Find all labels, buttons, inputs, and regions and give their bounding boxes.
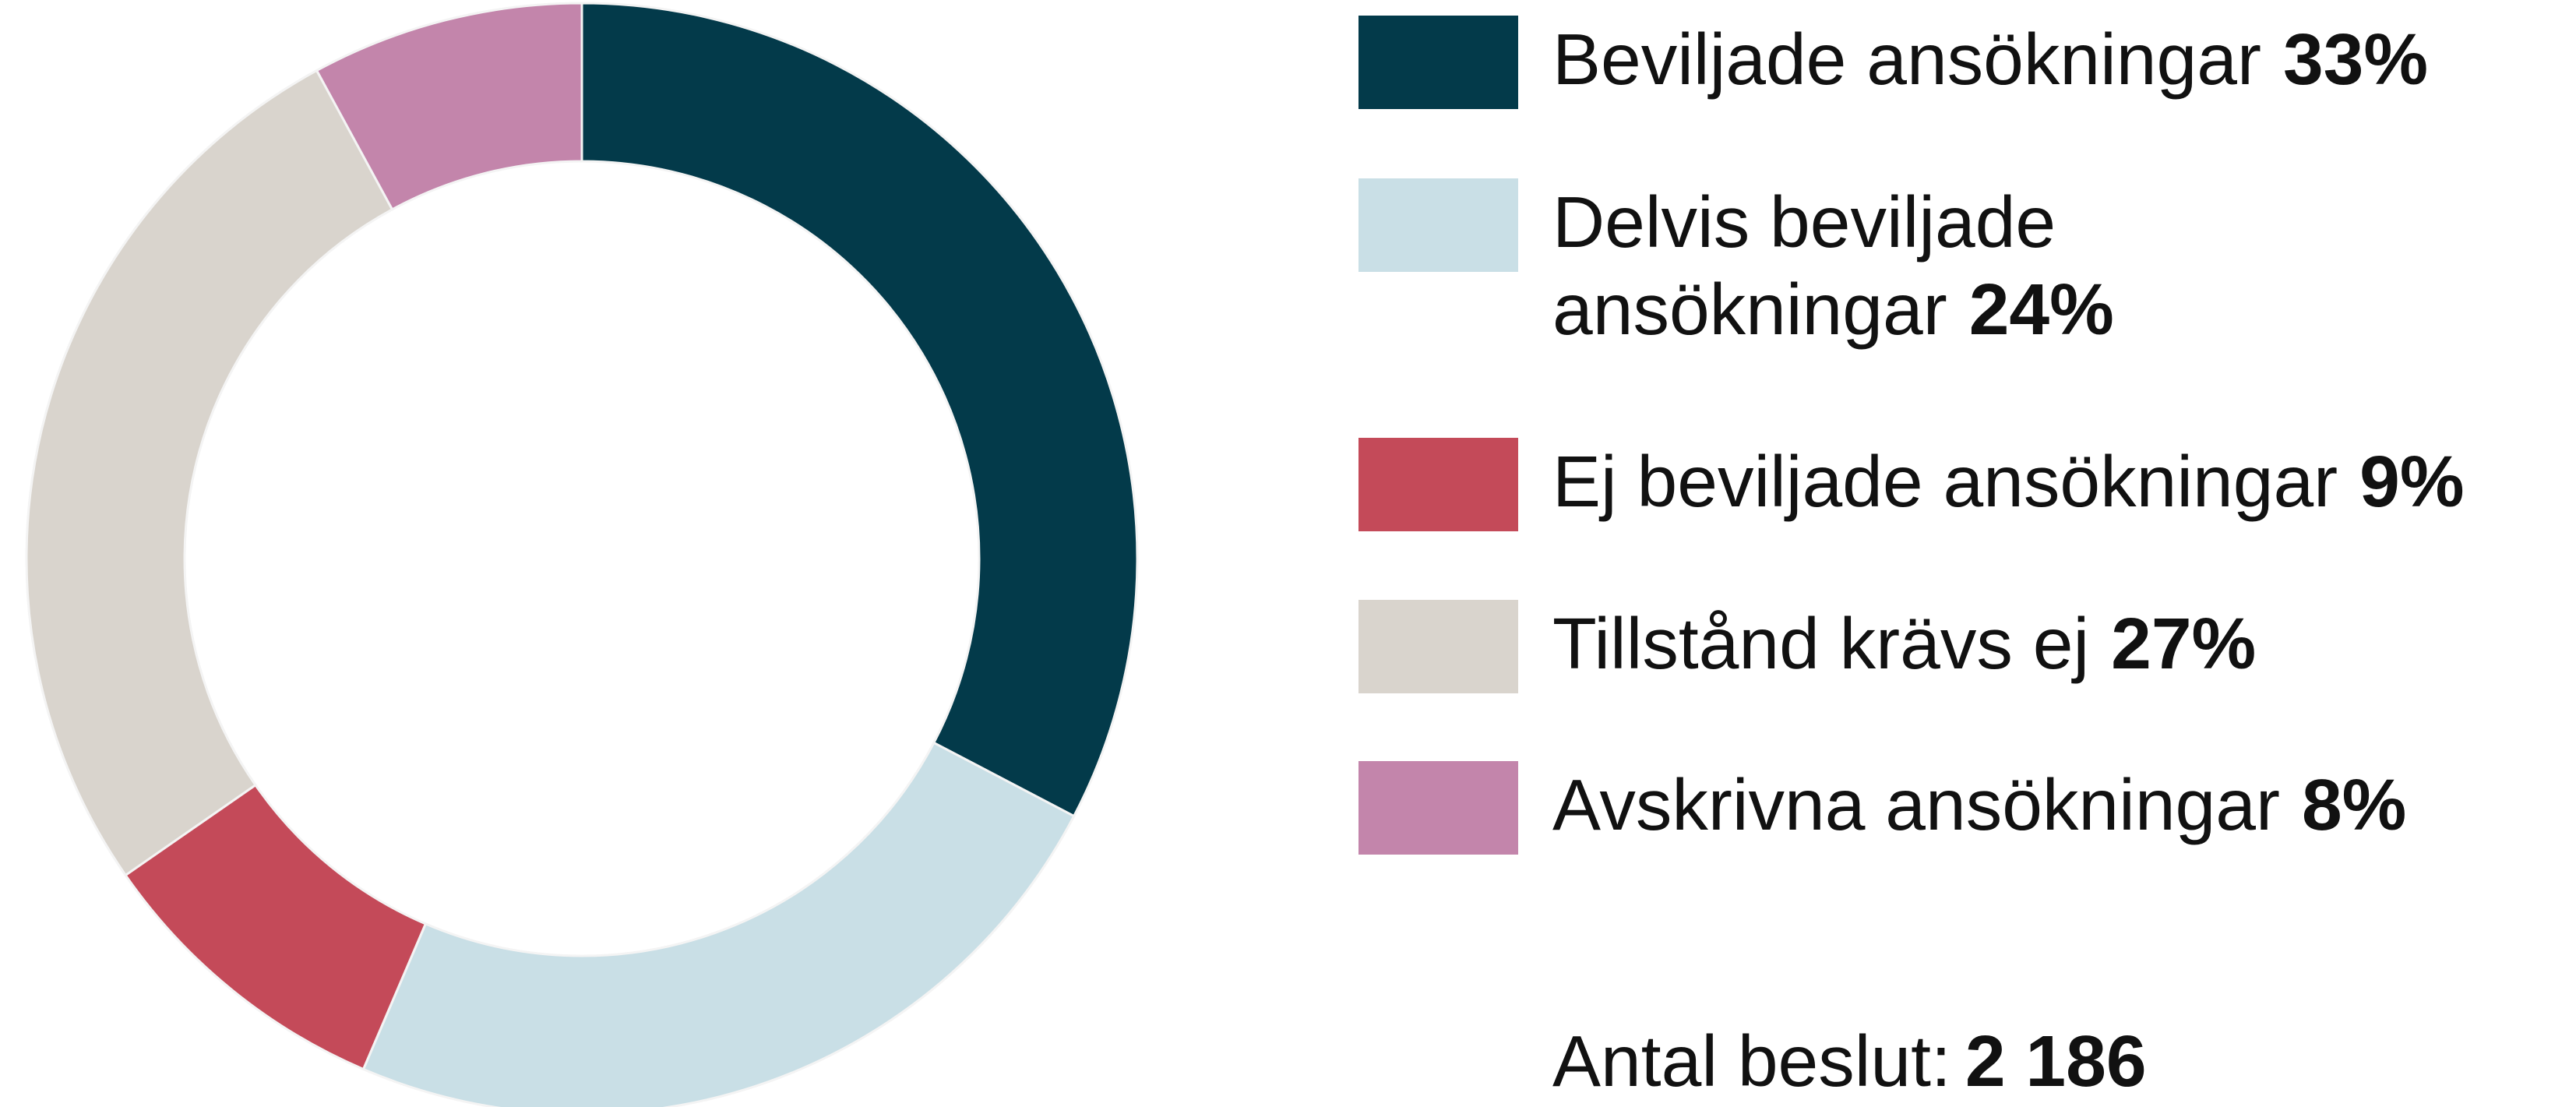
legend-text: Beviljade ansökningar 33% [1552,16,2428,103]
legend-text: Avskrivna ansökningar 8% [1552,761,2406,848]
legend-swatch [1358,16,1518,109]
legend-item: Ej beviljade ansökningar 9% [1358,438,2465,531]
donut-segment [580,2,1139,818]
legend-label: Avskrivna ansökningar [1552,764,2280,845]
legend-value: 8% [2301,764,2407,845]
donut-segment [361,741,1076,1107]
legend-label: Delvis beviljade ansökningar [1552,182,2056,350]
legend-label: Tillstånd krävs ej [1552,603,2090,684]
legend-item: Tillstånd krävs ej 27% [1358,600,2256,693]
donut-segment [315,2,583,211]
legend-value: 9% [2359,441,2465,522]
legend-item: Beviljade ansökningar 33% [1358,16,2428,109]
legend-swatch [1358,761,1518,855]
legend-text: Ej beviljade ansökningar 9% [1552,438,2465,525]
legend-swatch [1358,178,1518,272]
total-value: 2 186 [1965,1021,2147,1102]
donut-segment [25,69,394,877]
legend-text: Delvis beviljade ansökningar 24% [1552,178,2176,353]
total: Antal beslut: 2 186 [1552,1017,2147,1105]
legend-value: 24% [1968,269,2114,350]
legend-item: Delvis beviljade ansökningar 24% [1358,178,2114,350]
legend-value: 27% [2111,603,2257,684]
legend-swatch [1358,600,1518,693]
donut [25,2,1139,1107]
total-label: Antal beslut: [1552,1021,1951,1102]
legend-text: Tillstånd krävs ej 27% [1552,600,2256,687]
legend-swatch [1358,438,1518,531]
legend-value: 33% [2282,19,2429,100]
legend-label: Beviljade ansökningar [1552,19,2261,100]
legend-item: Avskrivna ansökningar 8% [1358,761,2406,855]
legend-label: Ej beviljade ansökningar [1552,441,2338,522]
